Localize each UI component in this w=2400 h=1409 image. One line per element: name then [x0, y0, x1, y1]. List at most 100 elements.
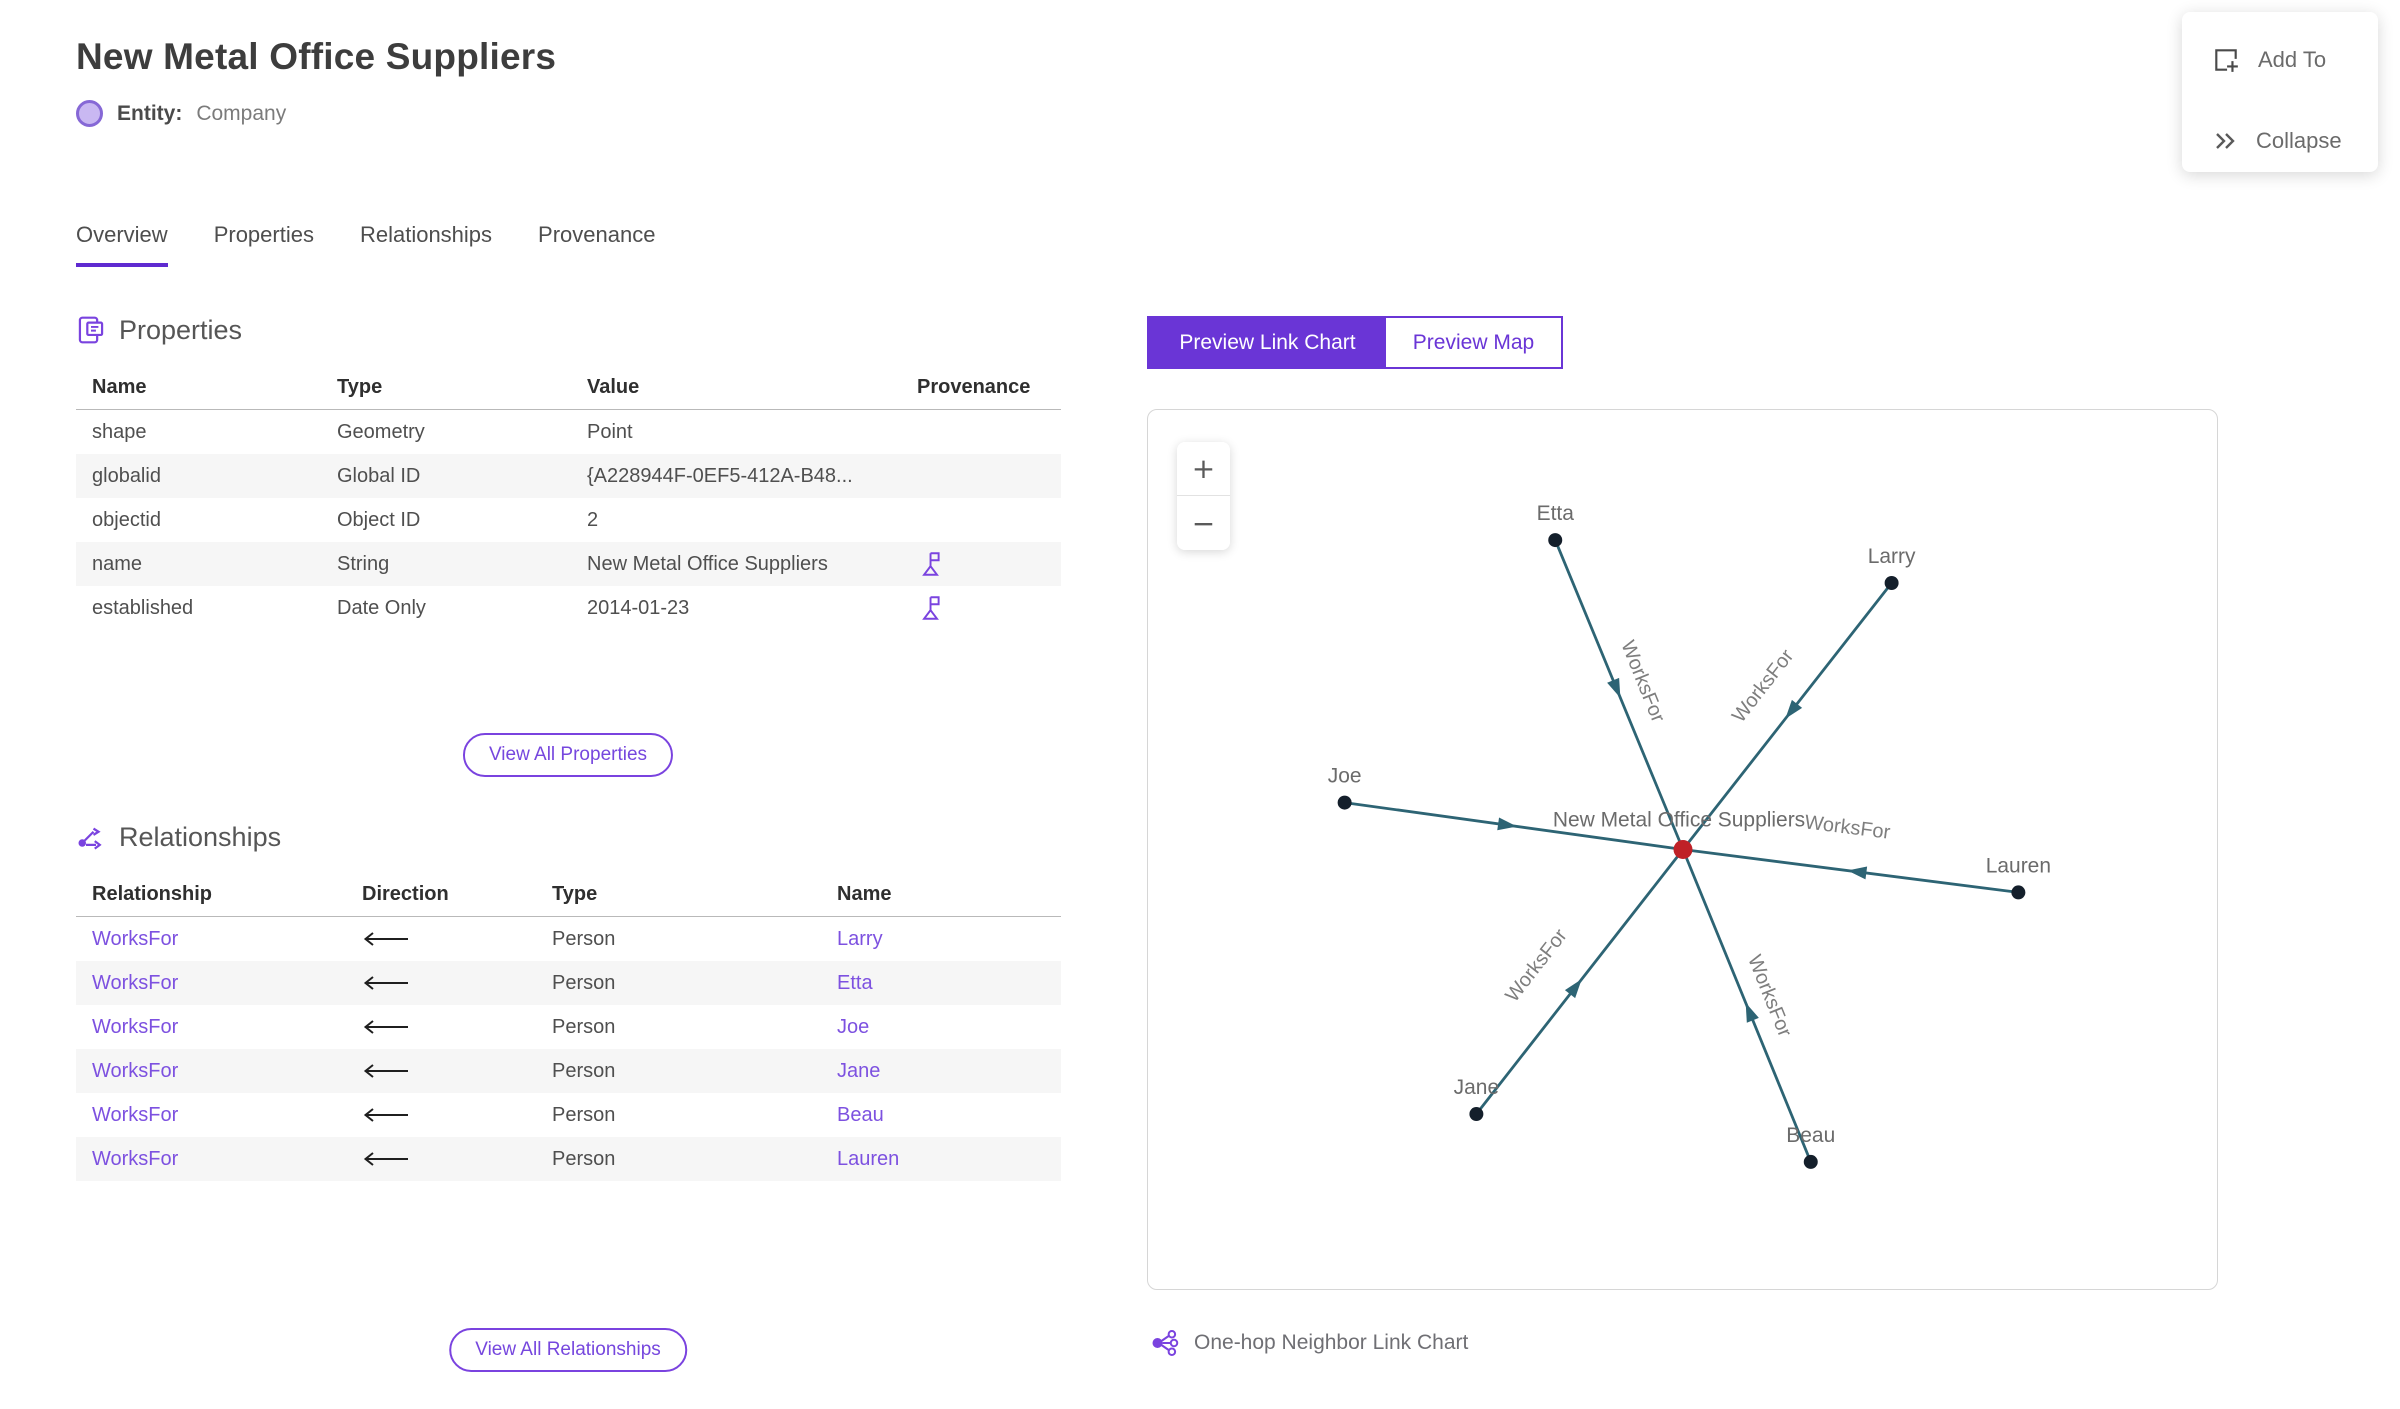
column-header: Name: [92, 375, 147, 398]
zoom-in-button[interactable]: +: [1177, 442, 1230, 496]
entity-name-link[interactable]: Etta: [837, 971, 873, 994]
relationship-link[interactable]: WorksFor: [92, 927, 179, 950]
relationship-link[interactable]: WorksFor: [92, 1103, 179, 1126]
properties-icon: [78, 316, 104, 344]
direction-left-arrow-icon: [363, 1064, 408, 1078]
property-value: {A228944F-0EF5-412A-B48...: [587, 464, 853, 487]
node-larry[interactable]: [1884, 576, 1899, 590]
node-etta[interactable]: [1548, 533, 1563, 548]
direction-left-arrow-icon: [363, 932, 408, 946]
tab-bar: Overview Properties Relationships Proven…: [76, 222, 655, 267]
property-name: established: [92, 596, 194, 619]
properties-table: Name Type Value Provenance shape Geometry…: [76, 365, 1061, 630]
preview-map-tab[interactable]: Preview Map: [1386, 318, 1561, 367]
relationship-type: Person: [552, 1147, 616, 1170]
node-label: Lauren: [1986, 854, 2051, 877]
table-row: WorksFor Person Joe: [76, 1005, 1061, 1049]
view-all-relationships-button[interactable]: View All Relationships: [449, 1328, 687, 1372]
table-row: globalid Global ID {A228944F-0EF5-412A-B48…: [76, 454, 1061, 498]
table-row: WorksFor Person Etta: [76, 961, 1061, 1005]
node-label: Larry: [1868, 545, 1916, 568]
property-name: name: [92, 552, 143, 575]
relationships-icon: [78, 827, 102, 850]
properties-table-header: Name Type Value Provenance: [76, 365, 1061, 410]
entity-name-link[interactable]: Larry: [837, 927, 883, 950]
node-label: Jane: [1454, 1076, 1499, 1099]
entity-name-link[interactable]: Jane: [837, 1059, 881, 1082]
properties-section-title: Properties: [119, 314, 243, 345]
column-header: Value: [587, 375, 640, 398]
preview-link-chart-tab[interactable]: Preview Link Chart: [1149, 318, 1386, 367]
table-row: name String New Metal Office Suppliers: [76, 542, 1061, 586]
relationship-link[interactable]: WorksFor: [92, 1147, 179, 1170]
tab-properties[interactable]: Properties: [213, 222, 314, 247]
property-name: globalid: [92, 464, 161, 487]
table-row: shape Geometry Point: [76, 410, 1061, 454]
node-lauren[interactable]: [2011, 885, 2026, 900]
column-header: Direction: [362, 882, 449, 905]
table-row: WorksFor Person Lauren: [76, 1137, 1061, 1181]
node-joe[interactable]: [1337, 795, 1352, 810]
direction-left-arrow-icon: [363, 976, 408, 990]
entity-row: Entity: Company: [76, 100, 286, 127]
provenance-flag-icon[interactable]: [917, 550, 943, 578]
add-to-button[interactable]: Add To: [2212, 46, 2326, 74]
relationship-type: Person: [552, 1015, 616, 1038]
one-hop-link-chart-icon: [1152, 1330, 1179, 1356]
entity-name-link[interactable]: Joe: [837, 1015, 870, 1038]
property-value: New Metal Office Suppliers: [587, 552, 828, 575]
property-name: shape: [92, 420, 147, 443]
add-to-label: Add To: [2258, 47, 2327, 72]
table-row: established Date Only 2014-01-23: [76, 586, 1061, 630]
zoom-out-button[interactable]: −: [1177, 496, 1230, 550]
entity-name-link[interactable]: Beau: [837, 1103, 884, 1126]
edge-label: WorksFor: [1501, 925, 1572, 1007]
relationship-type: Person: [552, 971, 616, 994]
edge-arrow-icon: [1607, 677, 1621, 698]
table-row: WorksFor Person Larry: [76, 917, 1061, 961]
property-type: String: [337, 552, 390, 575]
direction-left-arrow-icon: [363, 1108, 408, 1122]
center-node[interactable]: [1673, 840, 1693, 859]
properties-section-header: Properties: [76, 314, 242, 346]
relationship-link[interactable]: WorksFor: [92, 1059, 179, 1082]
node-beau[interactable]: [1803, 1154, 1818, 1169]
node-label: Etta: [1537, 502, 1575, 525]
actions-panel: Add To Collapse: [2182, 12, 2378, 172]
entity-type-value: Company: [196, 101, 287, 125]
entity-name-link[interactable]: Lauren: [837, 1147, 900, 1170]
node-label: Beau: [1786, 1124, 1835, 1147]
relationships-table-rows: WorksFor Person Larry WorksFor Person Etta Wor…: [76, 917, 1061, 1181]
relationship-type: Person: [552, 927, 616, 950]
double-chevron-right-icon: [2216, 133, 2235, 149]
tab-overview[interactable]: Overview: [76, 222, 168, 267]
provenance-flag-icon[interactable]: [917, 594, 943, 622]
relationships-section-title: Relationships: [119, 822, 282, 852]
edge-arrow-icon: [1564, 979, 1582, 999]
column-header: Provenance: [917, 375, 1031, 398]
property-value: 2014-01-23: [587, 596, 690, 619]
edge-label: WorksFor: [1743, 952, 1796, 1040]
property-name: objectid: [92, 508, 161, 531]
relationship-link[interactable]: WorksFor: [92, 1015, 179, 1038]
zoom-control: + −: [1177, 442, 1230, 550]
edge-label: WorksFor: [1616, 638, 1669, 726]
table-row: WorksFor Person Beau: [76, 1093, 1061, 1137]
tab-provenance[interactable]: Provenance: [538, 222, 656, 247]
direction-left-arrow-icon: [363, 1020, 408, 1034]
direction-left-arrow-icon: [363, 1152, 408, 1166]
center-node-label: New Metal Office Suppliers: [1553, 809, 1805, 832]
relationships-table: Relationship Direction Type Name WorksFo…: [76, 872, 1061, 1181]
tab-relationships[interactable]: Relationships: [359, 222, 493, 247]
node-jane[interactable]: [1469, 1107, 1484, 1121]
relationships-table-header: Relationship Direction Type Name: [76, 872, 1061, 917]
collapse-button[interactable]: Collapse: [2212, 128, 2342, 154]
collapse-label: Collapse: [2256, 128, 2342, 153]
property-value: 2: [587, 508, 599, 531]
property-type: Geometry: [337, 420, 425, 443]
table-row: WorksFor Person Jane: [76, 1049, 1061, 1093]
property-value: Point: [587, 420, 633, 443]
relationship-link[interactable]: WorksFor: [92, 971, 179, 994]
view-all-properties-button[interactable]: View All Properties: [462, 733, 674, 777]
